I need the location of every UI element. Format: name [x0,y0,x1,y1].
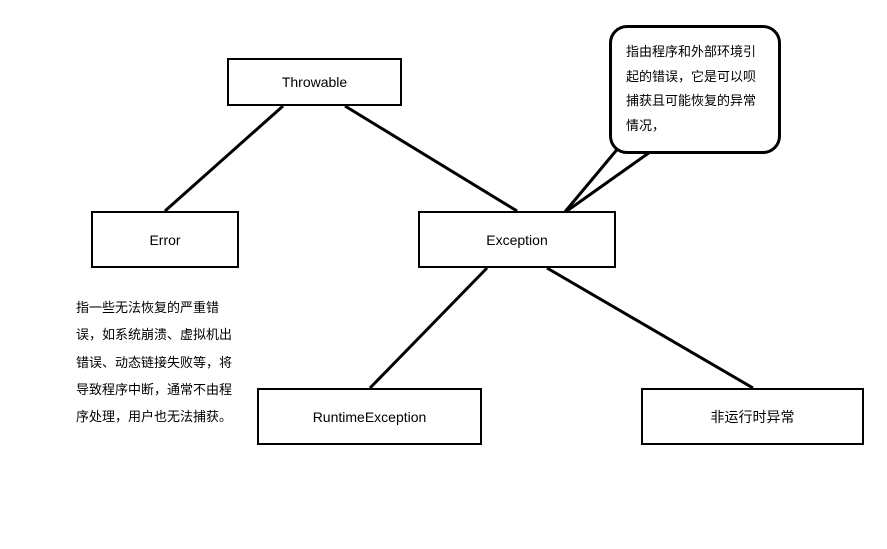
node-nonruntime: 非运行时异常 [641,388,864,445]
node-runtime: RuntimeException [257,388,482,445]
node-throwable: Throwable [227,58,402,106]
node-runtime-label: RuntimeException [313,409,427,425]
exception-callout: 指由程序和外部环境引起的错误，它是可以呗捕获且可能恢复的异常情况， [609,25,781,154]
node-exception-label: Exception [486,232,547,248]
exception-callout-text: 指由程序和外部环境引起的错误，它是可以呗捕获且可能恢复的异常情况， [626,44,756,133]
node-exception: Exception [418,211,616,268]
node-error-label: Error [149,232,180,248]
node-nonruntime-label: 非运行时异常 [711,407,795,427]
node-throwable-label: Throwable [282,74,347,90]
error-description-text: 指一些无法恢复的严重错误，如系统崩溃、虚拟机出错误、动态链接失败等，将导致程序中… [76,300,232,424]
error-description: 指一些无法恢复的严重错误，如系统崩溃、虚拟机出错误、动态链接失败等，将导致程序中… [76,294,232,430]
node-error: Error [91,211,239,268]
